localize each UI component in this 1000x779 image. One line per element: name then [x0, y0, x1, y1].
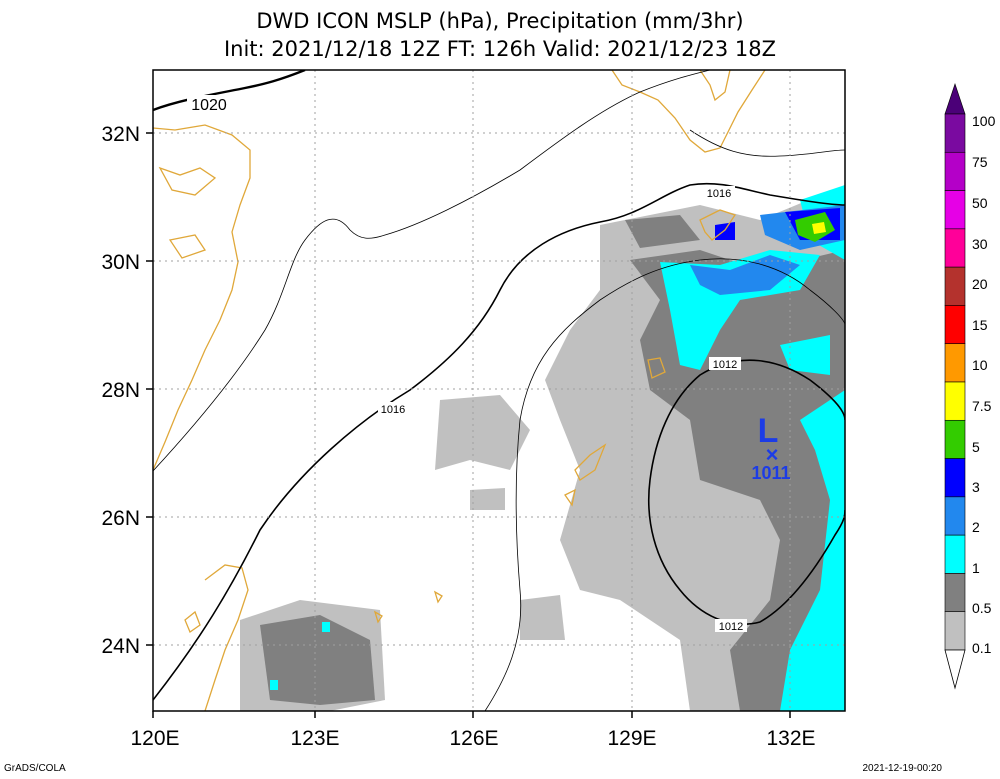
colorbar-swatch-100 — [944, 113, 966, 153]
map-subtitle: Init: 2021/12/18 12Z FT: 126h Valid: 202… — [223, 37, 777, 61]
lon-label-126e: 126E — [449, 727, 498, 750]
isobar-1014 — [484, 258, 845, 711]
lat-label-24n: 24N — [101, 635, 140, 658]
colorbar-label-0-5: 0.5 — [972, 600, 992, 616]
colorbar-swatch-2 — [944, 496, 966, 536]
colorbar-swatch-0-1 — [944, 611, 966, 651]
low-symbol: L — [758, 412, 779, 450]
isobar-label-1012-south: 1012 — [719, 621, 743, 633]
colorbar-label-3: 3 — [972, 479, 980, 495]
colorbar-swatch-30 — [944, 228, 966, 268]
colorbar-label-10: 10 — [972, 357, 988, 373]
colorbar-bottom-arrow — [944, 649, 966, 690]
low-center-marker: × — [766, 442, 779, 467]
map-title: DWD ICON MSLP (hPa), Precipitation (mm/3… — [256, 9, 744, 33]
low-pressure-center: L × 1011 — [751, 412, 790, 483]
colorbar-label-15: 15 — [972, 317, 988, 333]
colorbar-swatch-10 — [944, 343, 966, 383]
colorbar-swatch-75 — [944, 151, 966, 191]
colorbar-top-arrow — [944, 83, 966, 115]
plot-frame — [152, 69, 846, 712]
colorbar-swatch-1 — [944, 534, 966, 574]
isobar-label-1016-east: 1016 — [707, 188, 731, 200]
colorbar-label-50: 50 — [972, 195, 988, 211]
footer-credit: GrADS/COLA — [4, 763, 66, 774]
precip-yellow — [812, 222, 826, 234]
precipitation-field: 1020 1016 1016 1012 1012 L × 1011 — [153, 70, 845, 711]
isobar-labels: 1020 1016 1016 1012 1012 — [187, 95, 747, 633]
colorbar-label-100: 100 — [972, 113, 996, 129]
longitude-labels: 120E 123E 126E 129E 132E — [130, 727, 815, 750]
coastlines — [153, 70, 766, 711]
lon-label-120e: 120E — [130, 727, 179, 750]
colorbar-label-7-5: 7.5 — [972, 398, 992, 414]
colorbar-swatch-5 — [944, 419, 966, 459]
colorbar-label-5: 5 — [972, 439, 980, 455]
colorbar-label-1: 1 — [972, 560, 980, 576]
colorbar-label-0-1: 0.1 — [972, 640, 992, 656]
footer-timestamp: 2021-12-19-00:20 — [862, 763, 942, 774]
gridlines — [153, 70, 845, 711]
low-pressure-value: 1011 — [751, 463, 790, 483]
isobars — [153, 70, 845, 711]
colorbar: 100 75 50 30 20 15 10 7.5 5 3 2 1 0.5 0.… — [944, 83, 996, 690]
isobar-1016 — [153, 182, 845, 701]
colorbar-swatch-20 — [944, 266, 966, 306]
colorbar-label-2: 2 — [972, 519, 980, 535]
latitude-labels: 24N 26N 28N 30N 32N — [101, 123, 140, 658]
colorbar-swatch-50 — [944, 190, 966, 230]
lat-label-32n: 32N — [101, 123, 140, 146]
isobar-1018 — [153, 70, 711, 472]
lat-label-30n: 30N — [101, 251, 140, 274]
isobar-1020 — [153, 70, 306, 112]
isobar-label-1016-west: 1016 — [381, 404, 405, 416]
isobar-1018-east — [689, 129, 845, 157]
lon-label-129e: 129E — [607, 727, 656, 750]
colorbar-swatch-7-5 — [944, 381, 966, 421]
colorbar-label-30: 30 — [972, 236, 988, 252]
lon-label-132e: 132E — [766, 727, 815, 750]
colorbar-swatch-15 — [944, 305, 966, 345]
colorbar-swatch-0-5 — [944, 573, 966, 613]
colorbar-label-75: 75 — [972, 154, 988, 170]
lat-label-26n: 26N — [101, 507, 140, 530]
colorbar-label-20: 20 — [972, 276, 988, 292]
lat-label-28n: 28N — [101, 379, 140, 402]
axis-ticks — [146, 132, 791, 718]
isobar-label-1012-north: 1012 — [713, 359, 737, 371]
colorbar-swatch-3 — [944, 458, 966, 498]
lon-label-123e: 123E — [290, 727, 339, 750]
isobar-label-1020: 1020 — [191, 97, 227, 114]
